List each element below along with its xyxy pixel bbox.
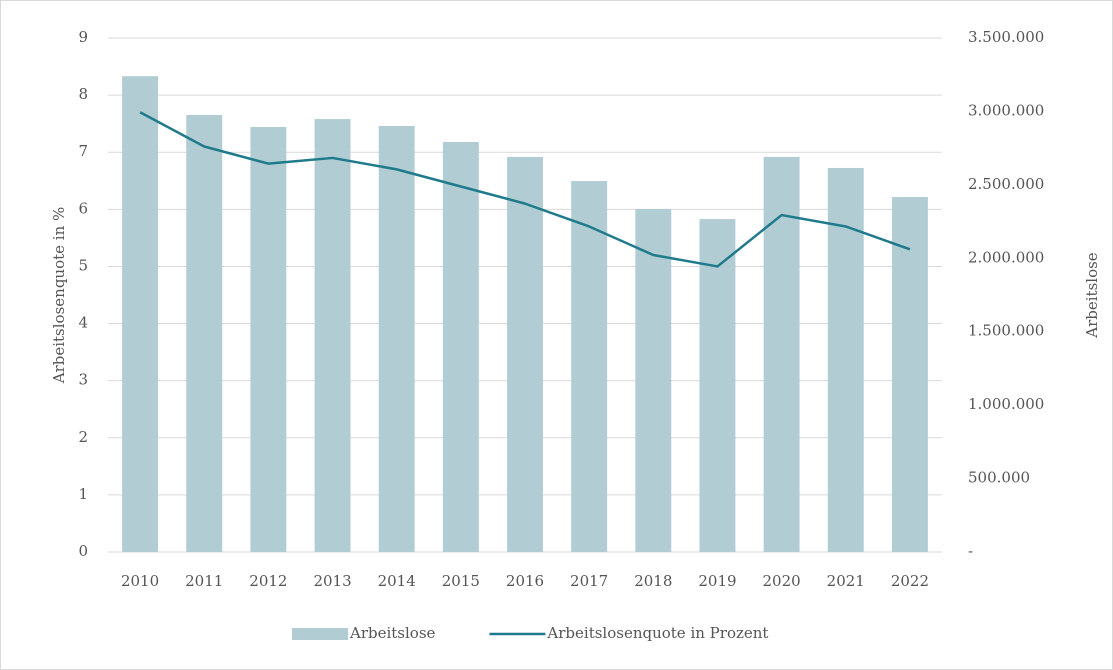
y2-axis-title: Arbeitslose <box>1083 252 1101 339</box>
legend-label: Arbeitslose <box>349 624 436 642</box>
y-tick-label: 6 <box>78 199 88 217</box>
y2-tick-label: 1.000.000 <box>968 395 1044 413</box>
y-tick-label: 2 <box>78 428 88 446</box>
y2-tick-label: 3.500.000 <box>968 28 1044 46</box>
bar <box>314 119 351 553</box>
y2-tick-label: 3.000.000 <box>968 101 1044 119</box>
bar <box>442 141 479 552</box>
bar <box>250 126 287 553</box>
bar <box>699 219 736 552</box>
x-tick-label: 2017 <box>570 572 608 590</box>
x-tick-label: 2015 <box>442 572 480 590</box>
legend-label: Arbeitslosenquote in Prozent <box>546 624 768 642</box>
bar <box>122 76 159 552</box>
x-tick-label: 2016 <box>506 572 544 590</box>
legend-swatch <box>292 628 348 640</box>
y-tick-label: 8 <box>78 85 88 103</box>
x-tick-label: 2020 <box>763 572 801 590</box>
bar <box>378 125 415 552</box>
bar <box>186 114 223 553</box>
y2-tick-label: 500.000 <box>968 469 1030 487</box>
y2-tick-label: 2.000.000 <box>968 248 1044 266</box>
x-tick-label: 2013 <box>313 572 351 590</box>
y-tick-label: 7 <box>78 142 88 160</box>
bar <box>635 208 672 552</box>
y2-tick-label: 1.500.000 <box>968 322 1044 340</box>
bar <box>507 156 543 552</box>
x-tick-label: 2021 <box>827 572 865 590</box>
bar <box>763 156 800 552</box>
x-tick-label: 2022 <box>891 572 929 590</box>
y-tick-label: 4 <box>78 314 88 332</box>
x-tick-label: 2012 <box>249 572 287 590</box>
x-tick-label: 2010 <box>121 572 159 590</box>
x-tick-label: 2018 <box>634 572 672 590</box>
y-tick-label: 0 <box>78 542 88 560</box>
y-tick-label: 3 <box>78 371 88 389</box>
y2-tick-label: - <box>968 542 973 560</box>
line <box>139 111 911 268</box>
y-tick-label: 5 <box>78 256 88 274</box>
y-tick-label: 9 <box>78 28 88 46</box>
y2-tick-label: 2.500.000 <box>968 175 1044 193</box>
bar <box>571 181 608 552</box>
x-tick-label: 2014 <box>378 572 416 590</box>
y-axis-title: Arbeitslosenquote in % <box>50 207 68 385</box>
bar <box>891 197 928 553</box>
x-tick-label: 2019 <box>698 572 736 590</box>
y-tick-label: 1 <box>78 485 88 503</box>
x-tick-label: 2011 <box>185 572 223 590</box>
